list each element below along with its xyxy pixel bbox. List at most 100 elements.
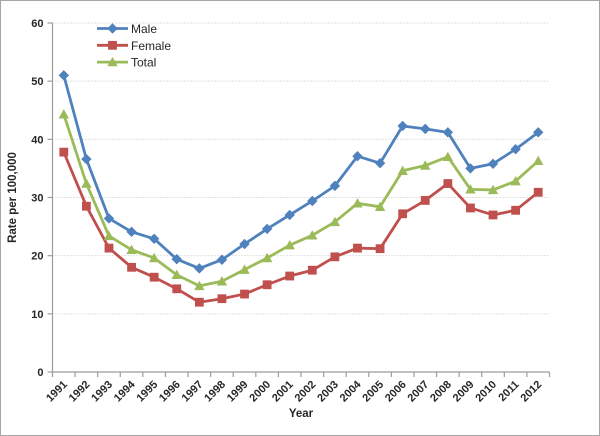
legend-marker-total bbox=[107, 56, 118, 67]
data-marker-female-2012 bbox=[533, 187, 543, 197]
data-marker-female-1991 bbox=[59, 147, 69, 157]
data-marker-female-2006 bbox=[398, 209, 408, 219]
data-marker-total-1994 bbox=[126, 244, 137, 255]
data-marker-female-1995 bbox=[149, 272, 159, 282]
data-marker-male-2003 bbox=[329, 180, 341, 192]
x-tick-label: 1992 bbox=[67, 379, 93, 405]
data-marker-female-1993 bbox=[104, 243, 114, 253]
x-tick-label: 1995 bbox=[134, 379, 160, 405]
data-marker-total-1999 bbox=[239, 264, 250, 274]
data-marker-male-2010 bbox=[487, 158, 499, 169]
data-marker-total-1997 bbox=[194, 280, 205, 291]
y-tick-label: 30 bbox=[31, 193, 43, 205]
data-marker-female-2009 bbox=[466, 203, 475, 213]
data-marker-total-2011 bbox=[510, 176, 521, 186]
data-marker-male-2009 bbox=[465, 163, 476, 174]
x-tick-label: 2009 bbox=[451, 379, 477, 405]
data-marker-female-2005 bbox=[375, 244, 385, 254]
data-marker-male-2007 bbox=[420, 123, 431, 135]
data-marker-male-1999 bbox=[239, 238, 250, 250]
data-marker-male-2011 bbox=[510, 144, 521, 155]
data-marker-female-1999 bbox=[240, 289, 249, 299]
x-tick-label: 1998 bbox=[202, 379, 228, 405]
data-marker-female-2001 bbox=[285, 271, 295, 281]
x-tick-label: 2010 bbox=[473, 379, 499, 405]
data-marker-total-2006 bbox=[397, 165, 408, 175]
data-marker-female-2008 bbox=[443, 179, 453, 188]
data-marker-male-2012 bbox=[533, 127, 544, 138]
x-tick-label: 1994 bbox=[112, 378, 138, 404]
data-marker-total-2007 bbox=[420, 160, 431, 170]
data-marker-total-1992 bbox=[81, 178, 92, 188]
x-tick-label: 1996 bbox=[157, 379, 183, 405]
y-tick-label: 10 bbox=[31, 309, 43, 321]
x-tick-label: 2000 bbox=[247, 379, 273, 405]
x-tick-label: 1999 bbox=[225, 379, 251, 405]
y-tick-label: 60 bbox=[31, 18, 43, 30]
x-axis-title: Year bbox=[289, 408, 314, 420]
legend-marker-female bbox=[108, 40, 117, 50]
x-tick-label: 1993 bbox=[89, 379, 115, 405]
data-marker-male-1992 bbox=[81, 153, 92, 165]
data-marker-total-2001 bbox=[284, 239, 295, 250]
x-tick-label: 2004 bbox=[338, 378, 364, 404]
data-marker-female-2010 bbox=[488, 210, 498, 220]
data-marker-total-2008 bbox=[442, 151, 454, 161]
y-tick-label: 20 bbox=[31, 251, 43, 263]
x-tick-label: 2008 bbox=[428, 379, 454, 405]
data-marker-total-2000 bbox=[261, 252, 273, 263]
data-marker-total-1998 bbox=[216, 276, 228, 286]
data-marker-female-2002 bbox=[307, 265, 317, 275]
data-marker-male-1997 bbox=[194, 263, 205, 274]
y-axis-title: Rate per 100,000 bbox=[7, 152, 19, 243]
x-tick-label: 2006 bbox=[383, 379, 409, 405]
data-marker-female-1994 bbox=[127, 262, 136, 272]
x-tick-label: 2012 bbox=[519, 379, 545, 405]
data-marker-female-2003 bbox=[330, 252, 340, 262]
data-marker-female-1998 bbox=[217, 294, 227, 304]
x-tick-label: 2001 bbox=[270, 379, 296, 405]
legend-marker-male bbox=[107, 23, 118, 34]
x-tick-label: 1991 bbox=[44, 379, 70, 405]
series-line-total bbox=[62, 112, 540, 288]
x-tick-label: 2002 bbox=[293, 379, 319, 405]
legend-label-male: Male bbox=[131, 22, 157, 36]
data-marker-total-2002 bbox=[307, 230, 318, 240]
data-marker-male-2000 bbox=[261, 223, 273, 235]
x-tick-label: 1997 bbox=[180, 379, 206, 405]
data-marker-male-1996 bbox=[171, 253, 182, 265]
series-line-female bbox=[62, 150, 540, 304]
data-marker-female-1996 bbox=[172, 284, 182, 294]
data-marker-female-2004 bbox=[353, 243, 362, 253]
data-marker-male-2004 bbox=[352, 151, 363, 162]
data-marker-total-1991 bbox=[58, 109, 69, 119]
data-marker-total-2009 bbox=[465, 184, 476, 194]
data-marker-male-2008 bbox=[442, 127, 454, 138]
data-marker-male-1991 bbox=[58, 70, 69, 81]
data-marker-total-2012 bbox=[533, 155, 544, 166]
x-tick-label: 2007 bbox=[406, 379, 432, 405]
data-marker-total-2004 bbox=[352, 198, 363, 208]
data-marker-male-1993 bbox=[103, 213, 115, 224]
legend-label-total: Total bbox=[131, 56, 156, 70]
data-marker-total-1995 bbox=[148, 252, 160, 263]
data-marker-male-2002 bbox=[307, 195, 318, 207]
data-marker-female-1997 bbox=[194, 297, 204, 307]
data-marker-total-1993 bbox=[103, 230, 115, 241]
data-marker-male-1998 bbox=[216, 254, 228, 265]
x-tick-label: 2011 bbox=[496, 379, 521, 404]
data-marker-male-1995 bbox=[148, 233, 160, 244]
x-tick-label: 2003 bbox=[315, 379, 341, 405]
data-marker-female-2011 bbox=[511, 205, 521, 215]
data-marker-total-2010 bbox=[487, 184, 499, 195]
data-marker-total-2003 bbox=[329, 216, 341, 227]
y-tick-label: 40 bbox=[31, 134, 43, 146]
data-marker-total-2005 bbox=[374, 201, 386, 212]
data-marker-male-2005 bbox=[374, 157, 386, 169]
x-tick-label: 2005 bbox=[360, 379, 386, 405]
series-line-male bbox=[62, 73, 540, 270]
data-marker-female-1992 bbox=[81, 201, 91, 211]
data-marker-female-2007 bbox=[420, 196, 430, 205]
